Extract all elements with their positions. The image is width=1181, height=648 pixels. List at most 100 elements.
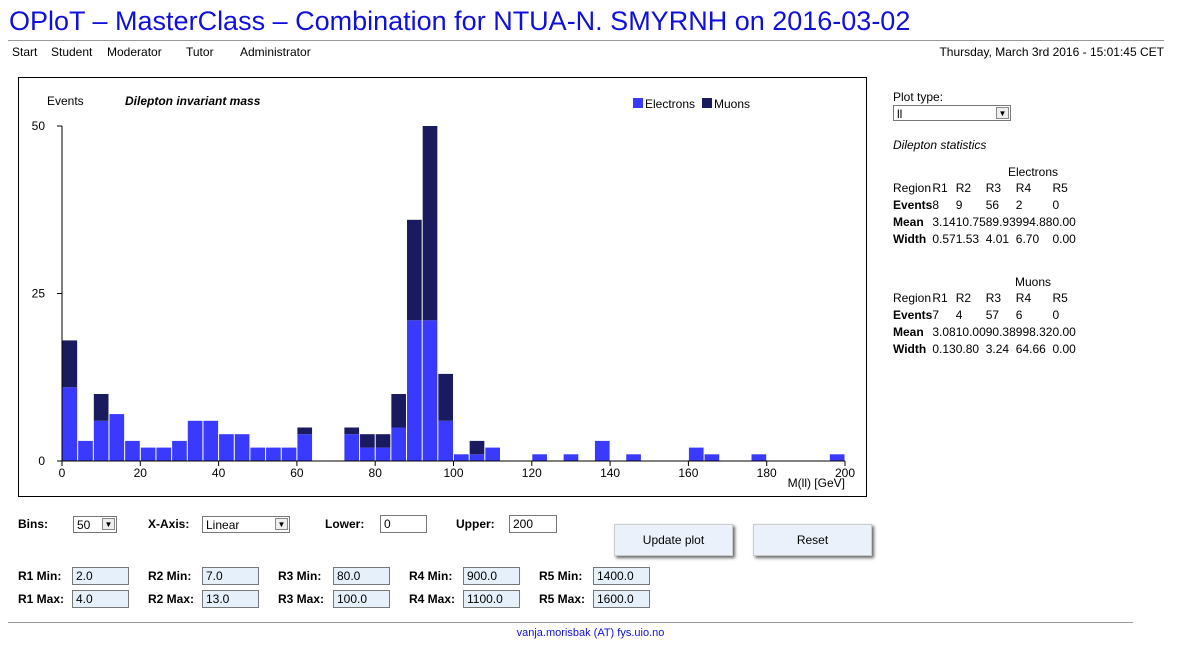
col-header: R1: [932, 180, 948, 195]
bar-electrons: [187, 420, 203, 461]
nav-start[interactable]: Start: [12, 45, 38, 59]
r3-max-input[interactable]: [333, 590, 390, 608]
x-tick-label: 200: [835, 466, 855, 480]
x-axis-label: M(ll) [GeV]: [788, 476, 845, 490]
table-cell: 3.08: [932, 324, 956, 339]
histogram-chart: 0 25 50 0 20 40 60 80 100 120 140 160 180 200 Events…: [32, 94, 856, 490]
r4-min-label: R4 Min:: [409, 569, 453, 583]
table-cell: 1.53: [955, 231, 980, 246]
table-cell: 0.57: [932, 231, 956, 246]
footer-divider: [8, 622, 1133, 623]
bar-electrons: [219, 434, 234, 461]
bar-electrons: [140, 447, 156, 461]
bar-electrons: [751, 454, 767, 461]
table-cell: 0: [1052, 307, 1060, 322]
table-cell: 994.88: [1015, 214, 1053, 229]
chart-title: Dilepton invariant mass: [125, 94, 261, 108]
plot-type-select[interactable]: ll ▼: [893, 105, 1011, 121]
r5-min-input[interactable]: [593, 567, 650, 585]
bins-select[interactable]: 50 ▼: [73, 516, 117, 533]
nav-moderator[interactable]: Moderator: [107, 45, 162, 59]
upper-input[interactable]: [509, 515, 557, 533]
bar-electrons: [454, 454, 469, 461]
muons-stats-title: Muons: [1014, 275, 1052, 289]
update-plot-button[interactable]: Update plot: [614, 524, 733, 556]
electrons-stats-table: Region R1 R2 R3 R4 R5 Events 8 9 56 2 0 …: [893, 180, 1076, 248]
xaxis-value: Linear: [206, 518, 240, 532]
xaxis-label: X-Axis:: [148, 517, 190, 531]
chevron-down-icon[interactable]: ▼: [102, 518, 115, 530]
bar-muons: [422, 126, 438, 321]
bins-value: 50: [77, 518, 91, 532]
r4-max-input[interactable]: [463, 590, 520, 608]
bar-electrons: [78, 440, 93, 461]
bar-electrons: [626, 454, 641, 461]
reset-button[interactable]: Reset: [753, 524, 872, 556]
bar-muons: [93, 394, 109, 421]
table-cell: 6: [1015, 307, 1023, 322]
legend-swatch-electrons: [633, 98, 643, 108]
bins-label: Bins:: [18, 517, 48, 531]
bar-muons: [297, 427, 313, 435]
chevron-down-icon[interactable]: ▼: [996, 107, 1009, 119]
nav-administrator[interactable]: Administrator: [240, 45, 311, 59]
bar-electrons: [109, 414, 125, 461]
bar-electrons: [563, 454, 579, 461]
table-cell: 3.24: [985, 341, 1010, 356]
legend-label-electrons: Electrons: [645, 97, 695, 111]
r3-min-label: R3 Min:: [278, 569, 322, 583]
r1-max-input[interactable]: [72, 590, 129, 608]
footer-contact[interactable]: vanja.morisbak (AT) fys.uio.no: [516, 627, 665, 639]
bar-muons: [344, 427, 360, 435]
bar-electrons: [829, 454, 845, 461]
chevron-down-icon[interactable]: ▼: [275, 518, 288, 530]
table-cell: 10.75: [955, 214, 986, 229]
bar-electrons: [422, 320, 438, 461]
table-cell: 57: [985, 307, 1000, 322]
col-header: R4: [1015, 180, 1032, 195]
r3-min-input[interactable]: [333, 567, 390, 585]
xaxis-select[interactable]: Linear ▼: [202, 516, 290, 533]
col-header: R5: [1052, 180, 1068, 195]
lower-input[interactable]: [380, 515, 427, 533]
x-tick-label: 100: [443, 466, 463, 480]
table-row: Width 0.57 1.53 4.01 6.70 0.00: [893, 231, 1076, 248]
nav-student[interactable]: Student: [51, 45, 93, 59]
bar-electrons: [407, 320, 422, 461]
nav-tutor[interactable]: Tutor: [186, 45, 214, 59]
r4-min-input[interactable]: [463, 567, 520, 585]
bar-electrons: [172, 440, 187, 461]
table-cell: 10.00: [955, 324, 986, 339]
col-header: R1: [932, 290, 948, 305]
plot-panel: 0 25 50 0 20 40 60 80 100 120 140 160 180 200 Events…: [18, 77, 867, 497]
bar-electrons: [532, 454, 547, 461]
table-cell: 4: [955, 307, 963, 322]
r2-max-input[interactable]: [202, 590, 259, 608]
r3-max-label: R3 Max:: [278, 592, 325, 606]
table-cell: 7: [932, 307, 940, 322]
bar-electrons: [250, 447, 266, 461]
table-row: Mean 3.08 10.00 90.38 998.32 0.00: [893, 324, 1076, 341]
legend-label-muons: Muons: [714, 97, 750, 111]
r4-max-label: R4 Max:: [409, 592, 456, 606]
r5-max-input[interactable]: [593, 590, 650, 608]
r1-min-input[interactable]: [72, 567, 129, 585]
title-divider: [8, 40, 1164, 41]
col-header: R3: [985, 180, 1002, 195]
table-cell: 0.00: [1052, 214, 1076, 229]
row-label: Mean: [893, 324, 924, 339]
bar-electrons: [93, 420, 109, 461]
bar-muons: [407, 219, 422, 321]
plot-type-label: Plot type:: [893, 90, 944, 104]
electrons-stats-title: Electrons: [1007, 165, 1059, 179]
r1-max-label: R1 Max:: [18, 592, 65, 606]
table-cell: 998.32: [1015, 324, 1053, 339]
x-tick-label: 80: [369, 466, 383, 480]
lower-label: Lower:: [325, 517, 365, 531]
x-tick-label: 60: [290, 466, 304, 480]
bar-electrons: [234, 434, 250, 461]
r2-min-input[interactable]: [202, 567, 259, 585]
bar-muons: [375, 434, 391, 448]
x-tick-label: 0: [59, 466, 66, 480]
table-cell: 0.00: [1052, 231, 1076, 246]
